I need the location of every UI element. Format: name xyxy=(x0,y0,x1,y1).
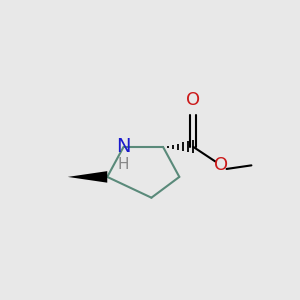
Text: O: O xyxy=(214,156,228,174)
Polygon shape xyxy=(68,171,107,183)
Text: H: H xyxy=(118,157,129,172)
Text: N: N xyxy=(116,137,131,156)
Text: O: O xyxy=(186,91,200,109)
